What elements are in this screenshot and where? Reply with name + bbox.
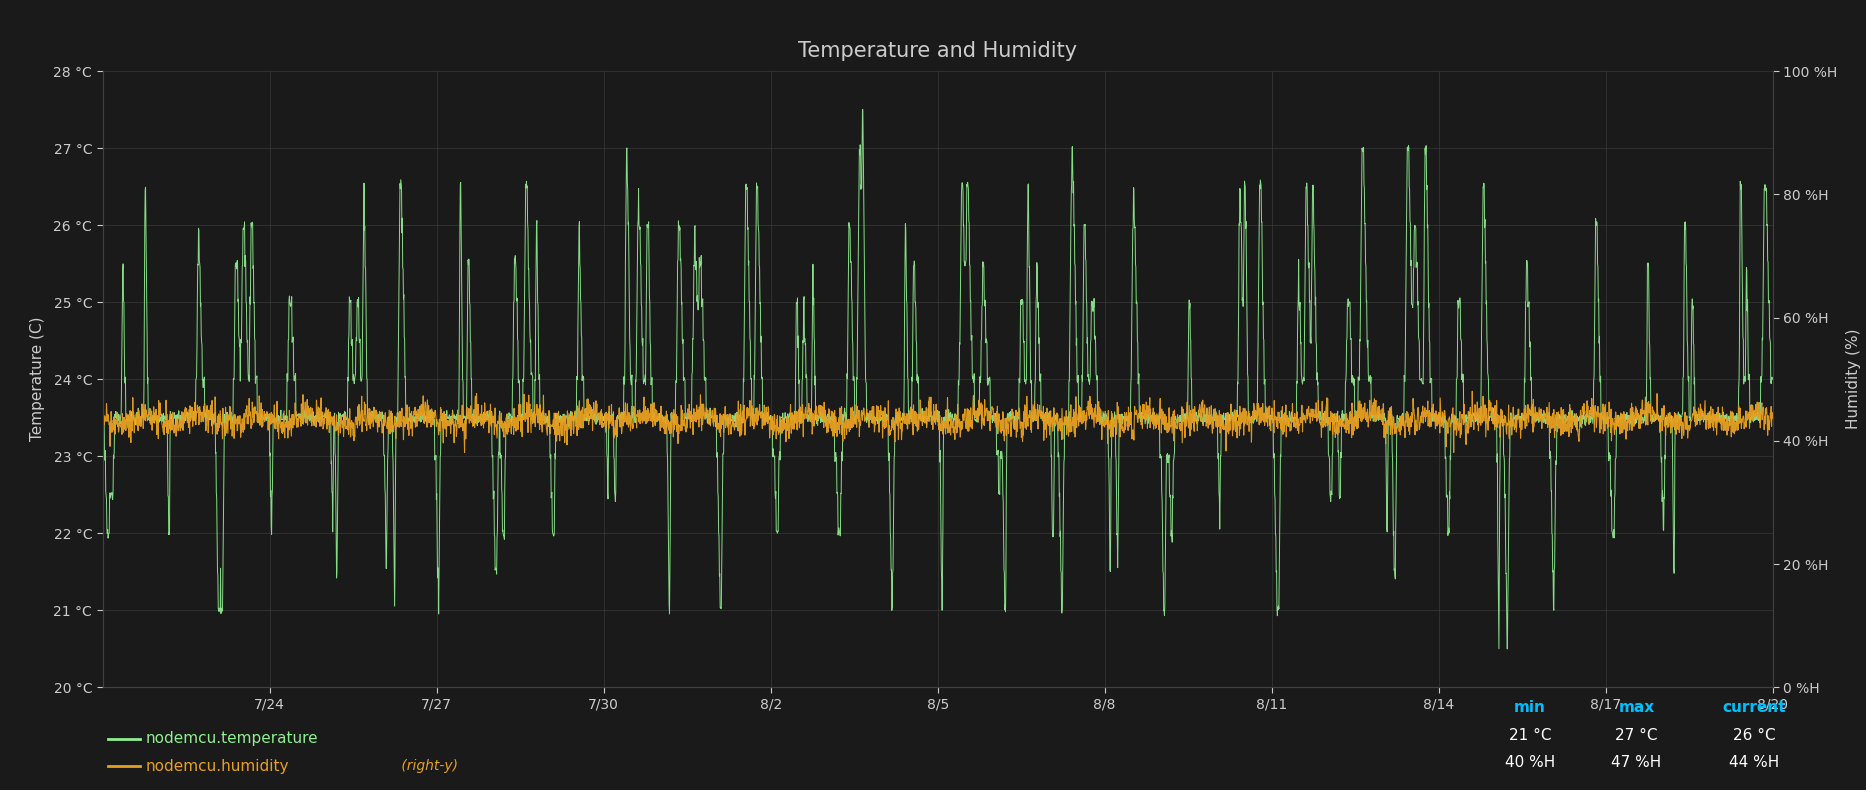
Text: 26 °C: 26 °C	[1734, 728, 1775, 743]
Y-axis label: Temperature (C): Temperature (C)	[30, 317, 45, 442]
Text: 47 %H: 47 %H	[1612, 755, 1661, 770]
Title: Temperature and Humidity: Temperature and Humidity	[799, 41, 1077, 61]
Text: 21 °C: 21 °C	[1510, 728, 1551, 743]
Text: 27 °C: 27 °C	[1616, 728, 1657, 743]
Text: 40 %H: 40 %H	[1506, 755, 1554, 770]
Text: min: min	[1513, 700, 1547, 715]
Text: current: current	[1722, 700, 1786, 715]
Text: nodemcu.temperature: nodemcu.temperature	[146, 732, 319, 746]
Text: max: max	[1618, 700, 1655, 715]
Text: nodemcu.humidity: nodemcu.humidity	[146, 759, 289, 773]
Text: (right-y): (right-y)	[397, 759, 459, 773]
Text: 44 %H: 44 %H	[1730, 755, 1778, 770]
Y-axis label: Humidity (%): Humidity (%)	[1845, 329, 1860, 430]
